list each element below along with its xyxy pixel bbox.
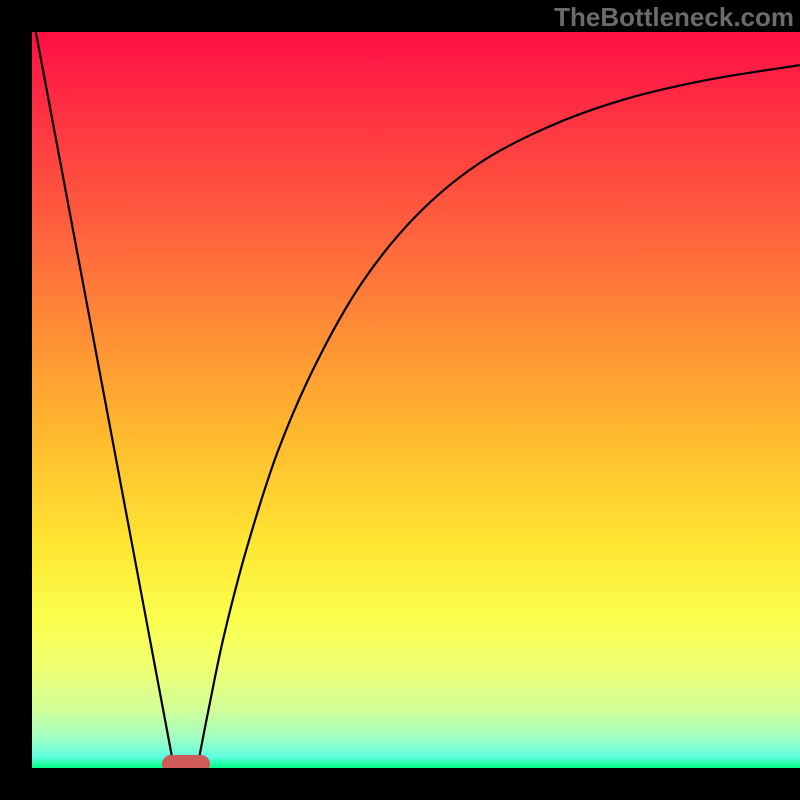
figure-container: TheBottleneck.com (0, 0, 800, 800)
curves-layer (32, 32, 800, 768)
left-descending-line (36, 32, 174, 768)
watermark-text: TheBottleneck.com (554, 2, 794, 33)
minimum-marker (162, 755, 210, 768)
plot-area (32, 32, 800, 768)
right-ascending-curve (197, 65, 800, 768)
